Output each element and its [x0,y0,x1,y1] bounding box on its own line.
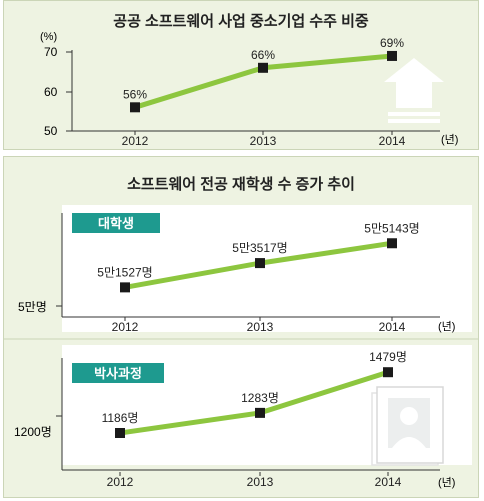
x-tick-label: 2012 [112,320,139,334]
data-point [120,282,130,293]
badge-label: 대학생 [98,216,134,231]
x-unit-label: (년) [441,133,458,146]
x-tick-label: 2014 [379,320,406,334]
data-point [387,50,397,61]
x-tick-label: 2013 [247,475,274,489]
data-point [383,367,393,378]
upload-arrow-icon [384,58,444,123]
data-point [258,62,268,73]
data-label: 1186명 [102,411,139,425]
x-tick-label: 2014 [375,475,402,489]
badge [72,213,160,233]
data-point [255,407,265,418]
x-tick-label: 2012 [107,475,134,489]
data-label: 66% [251,48,275,62]
x-tick-label: 2013 [247,320,274,334]
data-point [387,238,397,249]
data-point [255,258,265,269]
data-label: 1479명 [369,350,407,364]
y-tick-label: 60 [44,85,58,99]
x-unit-label: (년) [438,476,455,489]
data-label: 56% [123,87,147,101]
y-tick-label: 70 [44,45,58,59]
x-tick-label: 2013 [250,134,277,148]
y-ref-label: 1200명 [14,425,52,439]
chart3-marks: 1186명 2012 1283명 2013 1479명 2014 [102,350,407,489]
chart-title: 소프트웨어 전공 재학생 수 증가 추이 [127,176,355,193]
data-label: 5만5143명 [364,221,419,235]
chart1-marks: 56% 2012 66% 2013 69% 2014 [122,36,406,148]
data-label: 1283명 [241,391,279,405]
y-unit-label: (%) [40,31,57,43]
badge [72,363,164,383]
person-card-icon [371,386,444,466]
badge-label: 박사과정 [94,366,142,381]
data-label: 5만3517명 [232,241,287,255]
chart-title: 공공 소프트웨어 사업 중소기업 수주 비중 [113,13,369,30]
data-label: 5만1527명 [97,265,152,279]
y-ref-label: 5만명 [18,300,47,314]
x-tick-label: 2012 [122,134,149,148]
chart2-marks: 5만1527명 2012 5만3517명 2013 5만5143명 2014 [97,221,419,334]
data-point [130,102,140,113]
y-tick-label: 50 [44,124,58,138]
data-label: 69% [380,36,404,50]
x-unit-label: (년) [438,320,455,333]
data-point [115,428,125,438]
x-tick-label: 2014 [379,134,406,148]
